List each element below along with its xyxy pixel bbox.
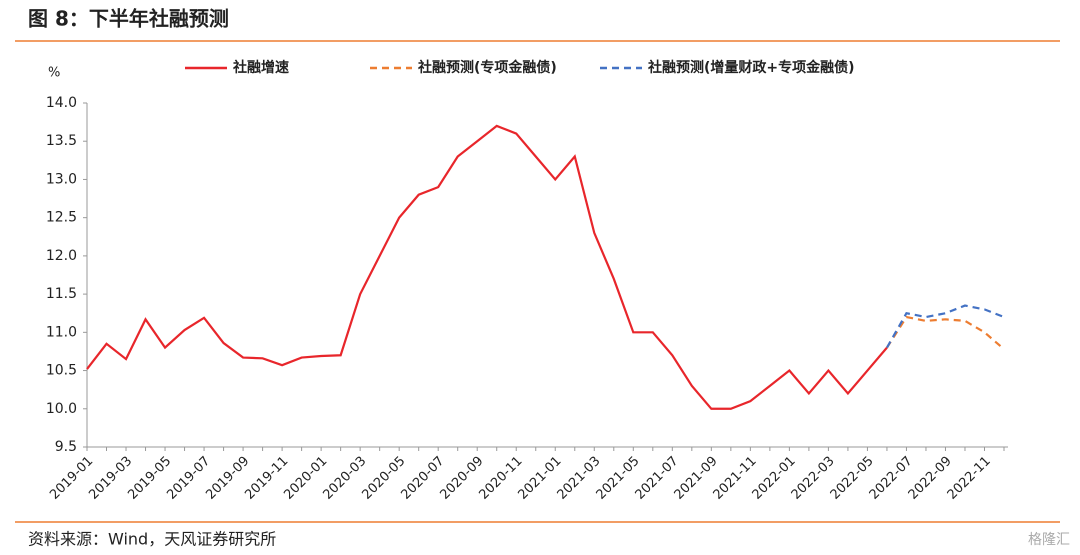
y-tick-label: 13.5 xyxy=(46,133,77,149)
series-line xyxy=(86,124,888,410)
y-tick-label: 10.0 xyxy=(46,401,77,417)
y-tick-label: 11.5 xyxy=(46,286,77,302)
title: 图 8：下半年社融预测 xyxy=(28,7,229,31)
y-tick-label: 13.0 xyxy=(46,171,77,187)
series-line xyxy=(885,304,1005,349)
legend-label: 社融增速 xyxy=(232,59,289,76)
y-tick-label: 10.5 xyxy=(46,363,77,379)
x-tick-label: 2022-11 xyxy=(945,454,994,503)
y-label: % xyxy=(48,66,60,81)
legend-label: 社融预测(专项金融债) xyxy=(417,59,557,76)
series-line xyxy=(886,315,1005,350)
y-tick-label: 12.5 xyxy=(46,210,77,226)
y-tick-label: 9.5 xyxy=(55,439,77,455)
legend-label: 社融预测(增量财政+专项金融债) xyxy=(647,59,855,76)
y-tick-label: 12.0 xyxy=(46,248,77,264)
y-tick-label: 14.0 xyxy=(46,95,77,111)
watermark: 格隆汇 xyxy=(1028,532,1070,548)
y-tick-label: 11.0 xyxy=(46,324,77,340)
source: 资料来源：Wind，天风证券研究所 xyxy=(28,530,276,549)
